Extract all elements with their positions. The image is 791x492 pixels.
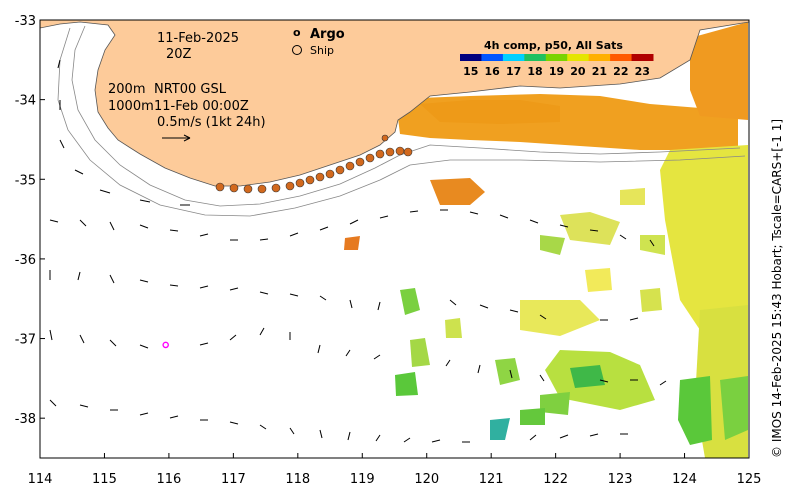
x-tick-label: 117 [221,472,246,487]
credit-text: © IMOS 14-Feb-2025 15:43 Hobart; Tscale=… [770,119,784,458]
colorbar-swatch [610,54,633,61]
ship-legend-symbol [292,45,302,55]
colorbar-title: 4h comp, p50, All Sats [484,39,623,52]
colorbar-swatch [588,54,611,61]
colorbar-tick-label: 20 [570,65,586,78]
argo-float-marker [162,341,169,349]
ship-track [215,134,413,194]
colorbar-tick-label: 19 [549,65,564,78]
x-tick-label: 123 [608,472,633,487]
x-tick-label: 120 [414,472,439,487]
colorbar-tick-label: 16 [485,65,501,78]
colorbar-swatch [524,54,547,61]
y-tick-label: -33 [15,14,36,29]
x-tick-label: 119 [350,472,375,487]
colorbar-tick-label: 15 [463,65,478,78]
depth-label-2: 1000m [108,99,154,114]
y-tick-label: -34 [15,94,36,109]
x-tick-label: 124 [672,472,697,487]
argo-legend-label: Argo [310,27,345,42]
colorbar-swatches [460,54,654,61]
y-tick-label: -36 [15,253,36,268]
colorbar-tick-label: 18 [527,65,542,78]
y-tick-label: -37 [15,333,36,348]
sst-field [344,22,748,458]
colorbar-swatch [460,54,482,61]
product-label: NRT00 GSL [154,82,227,97]
colorbar-swatch [502,54,525,61]
product-time-label: 11-Feb 00:00Z [154,99,249,114]
y-axis: -33 -34 -35 -36 -37 -38 [15,14,45,427]
ship-legend-label: Ship [310,44,334,57]
bathymetry-contours [57,25,746,217]
x-axis: 114 115 116 117 118 119 120 121 122 123 124 125 [28,453,762,487]
colorbar-swatch [545,54,568,61]
x-tick-label: 122 [543,472,568,487]
scale-arrow-head [183,134,191,142]
argo-legend-symbol: o [293,26,301,39]
depth-label-1: 200m [108,82,145,97]
time-label: 20Z [166,47,192,62]
y-tick-label: -35 [15,173,36,188]
plot-frame [39,19,750,459]
map-annotations: 11-Feb-2025 20Z 200m NRT00 GSL 1000m 11-… [108,31,266,142]
colorbar-tick-label: 23 [635,65,650,78]
colorbar-tick-labels: 15 16 17 18 19 20 21 22 23 [463,65,650,78]
colorbar-swatch [631,54,654,61]
colorbar-tick-label: 17 [506,65,521,78]
vector-scale-label: 0.5m/s (1kt 24h) [157,115,266,130]
x-tick-label: 114 [28,472,53,487]
x-tick-label: 121 [479,472,504,487]
y-tick-label: -38 [15,412,36,427]
current-vectors [49,59,667,443]
colorbar-swatch [567,54,590,61]
x-tick-label: 118 [285,472,310,487]
x-tick-label: 115 [92,472,117,487]
land-australia [40,20,749,187]
x-tick-label: 116 [156,472,181,487]
legend: o Argo Ship [292,26,345,57]
colorbar-tick-label: 22 [613,65,628,78]
colorbar-tick-label: 21 [592,65,607,78]
x-tick-label: 125 [737,472,762,487]
colorbar: 4h comp, p50, All Sats 15 16 17 18 19 20 21 22 2… [460,39,654,78]
date-label: 11-Feb-2025 [157,31,239,46]
colorbar-swatch [481,54,504,61]
